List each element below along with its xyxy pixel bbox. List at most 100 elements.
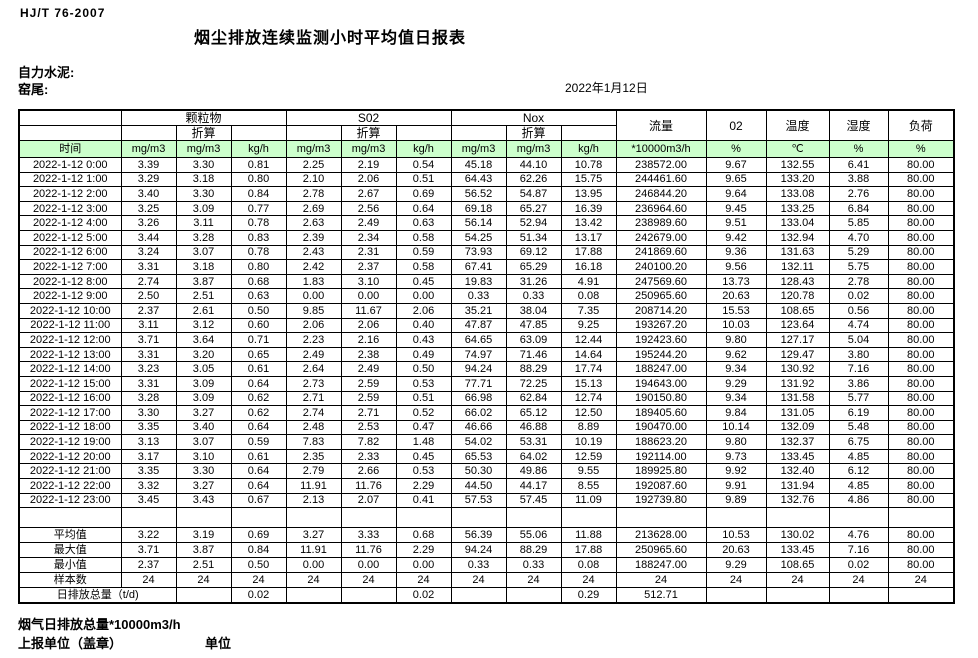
cell: 2.34	[340, 229, 397, 246]
time-header-spacer-2	[18, 125, 122, 141]
cell: 3.80	[828, 346, 889, 363]
cell: 512.71	[615, 587, 707, 604]
cell: 62.26	[505, 171, 562, 188]
cell	[175, 587, 232, 604]
cell: 0.62	[230, 390, 287, 407]
cell: 246844.20	[615, 186, 707, 202]
cell: 47.85	[505, 317, 562, 334]
blank-cell	[828, 507, 889, 529]
cell: 24	[120, 572, 177, 589]
cell: 63.09	[505, 332, 562, 348]
cell: 2.67	[340, 186, 397, 202]
cell: 80.00	[887, 273, 955, 290]
cell: 3.39	[120, 157, 177, 173]
cell: 11.88	[560, 527, 617, 544]
cell: 3.10	[340, 273, 397, 290]
time-cell: 2022-1-12 2:00	[18, 186, 122, 202]
cell: 3.10	[175, 448, 232, 465]
cell: 6.12	[828, 463, 889, 480]
cell: 3.40	[175, 419, 232, 436]
cell: 24	[560, 572, 617, 589]
cell: 94.24	[450, 542, 507, 559]
cell: 51.34	[505, 229, 562, 246]
company-name: 自力水泥:	[18, 65, 75, 80]
cell: 9.62	[705, 346, 767, 363]
cell: 7.16	[828, 542, 889, 559]
cell: 15.75	[560, 171, 617, 188]
time-cell: 2022-1-12 5:00	[18, 229, 122, 246]
cell: 2.49	[340, 361, 397, 377]
time-cell: 2022-1-12 20:00	[18, 448, 122, 465]
cell: 80.00	[887, 288, 955, 304]
table-row: 2022-1-12 10:00 2.37 2.61 0.50 9.85 11.67 2.06…	[18, 302, 955, 319]
cell: 241869.60	[615, 244, 707, 261]
cell: 11.09	[560, 492, 617, 509]
cell: 3.27	[175, 478, 232, 494]
table-row: 2022-1-12 7:00 3.31 3.18 0.80 2.42 2.37 0.58 67…	[18, 259, 955, 275]
cell: 238572.00	[615, 157, 707, 173]
cell: 2.66	[340, 463, 397, 480]
cell: 54.87	[505, 186, 562, 202]
cell: 54.25	[450, 229, 507, 246]
cell: 3.28	[120, 390, 177, 407]
cell: 4.74	[828, 317, 889, 334]
cell: 12.74	[560, 390, 617, 407]
cell: 44.50	[450, 478, 507, 494]
cell: 11.76	[340, 478, 397, 494]
unit-cell: mg/m3	[505, 140, 562, 158]
converted-header-0: 折算	[175, 125, 232, 141]
cell: 0.50	[230, 557, 287, 574]
cell: 3.71	[120, 542, 177, 559]
table-row: 2022-1-12 0:00 3.39 3.30 0.81 2.25 2.19 0.54 45…	[18, 157, 955, 173]
cell: 9.91	[705, 478, 767, 494]
time-cell: 2022-1-12 14:00	[18, 361, 122, 377]
cell: 189405.60	[615, 405, 707, 421]
table-row: 2022-1-12 23:00 3.45 3.43 0.67 2.13 2.07 0.41 5…	[18, 492, 955, 509]
cell: 3.05	[175, 361, 232, 377]
cell: 4.85	[828, 478, 889, 494]
cell: 64.02	[505, 448, 562, 465]
cell: 5.85	[828, 215, 889, 231]
cell: 24	[705, 572, 767, 589]
cell: 0.59	[395, 244, 452, 261]
table-row: 2022-1-12 19:00 3.13 3.07 0.59 7.83 7.82 1.48 5…	[18, 434, 955, 450]
cell: 0.78	[230, 244, 287, 261]
cell: 71.46	[505, 346, 562, 363]
cell: 13.95	[560, 186, 617, 202]
cell: 2.78	[828, 273, 889, 290]
cell: 0.77	[230, 200, 287, 217]
cell: 10.14	[705, 419, 767, 436]
cell: 44.10	[505, 157, 562, 173]
cell: 2.76	[828, 186, 889, 202]
time-cell: 2022-1-12 23:00	[18, 492, 122, 509]
table-row: 2022-1-12 13:00 3.31 3.20 0.65 2.49 2.38 0.49 7…	[18, 346, 955, 363]
cell: 57.53	[450, 492, 507, 509]
cell: 129.47	[765, 346, 830, 363]
summary-row: 样本数 24 24 24 24 24 24 24 24 24 24 24 24 24 24	[18, 572, 955, 589]
cell: 12.44	[560, 332, 617, 348]
cell: 80.00	[887, 186, 955, 202]
cell: 8.55	[560, 478, 617, 494]
cell: 4.70	[828, 229, 889, 246]
summary-row: 最小值 2.37 2.51 0.50 0.00 0.00 0.00 0.33 0.33 0.08 1…	[18, 557, 955, 574]
cell: 67.41	[450, 259, 507, 275]
cell: 6.41	[828, 157, 889, 173]
cell: 2.78	[285, 186, 342, 202]
table-row: 2022-1-12 17:00 3.30 3.27 0.62 2.74 2.71 0.52 6…	[18, 405, 955, 421]
blank-cell	[705, 507, 767, 529]
time-cell: 2022-1-12 11:00	[18, 317, 122, 334]
cell: 9.67	[705, 157, 767, 173]
cell: 46.66	[450, 419, 507, 436]
cell: 5.77	[828, 390, 889, 407]
cell: 2.59	[340, 390, 397, 407]
cell: 244461.60	[615, 171, 707, 188]
daily-total-label: 日排放总量（t/d)	[18, 587, 177, 604]
cell: 0.33	[450, 288, 507, 304]
cell: 72.25	[505, 375, 562, 392]
time-cell: 2022-1-12 1:00	[18, 171, 122, 188]
cell: 131.63	[765, 244, 830, 261]
cell: 0.64	[230, 375, 287, 392]
cell: 80.00	[887, 375, 955, 392]
cell: 80.00	[887, 200, 955, 217]
cell: 9.29	[705, 557, 767, 574]
